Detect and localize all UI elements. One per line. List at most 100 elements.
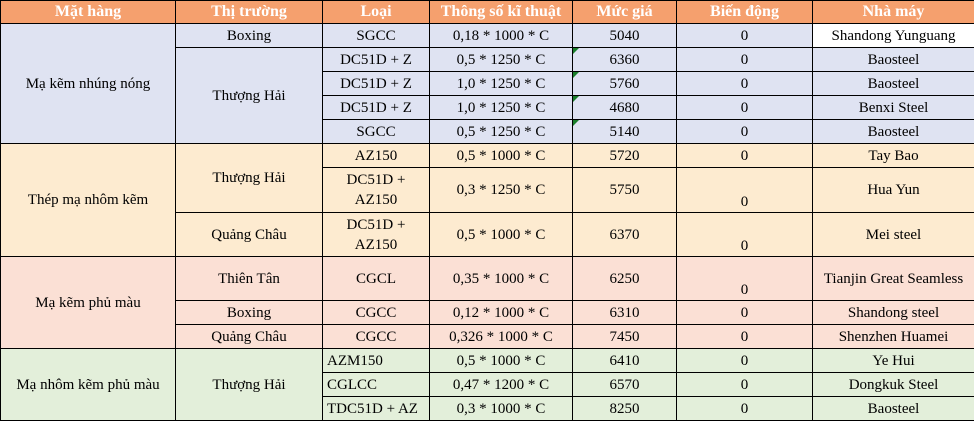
spec-cell[interactable]: 0,5 * 1250 * C: [429, 47, 573, 72]
price-cell[interactable]: 5720: [572, 143, 677, 168]
type-cell[interactable]: AZ150: [322, 143, 430, 168]
spec-cell[interactable]: 0,3 * 1250 * C: [429, 167, 573, 213]
spec-cell[interactable]: 0,326 * 1000 * C: [429, 324, 573, 349]
table-row: DC51D + Z 1,0 * 1250 * C 4680 0 Benxi St…: [1, 95, 974, 120]
market-cell[interactable]: Thượng Hải: [175, 348, 323, 421]
spec-cell[interactable]: 0,5 * 1000 * C: [429, 143, 573, 168]
mill-cell[interactable]: Mei steel: [812, 212, 974, 257]
change-cell[interactable]: 0: [676, 71, 813, 96]
table-row: Boxing CGCC 0,12 * 1000 * C 6310 0 Shand…: [1, 300, 974, 325]
change-cell[interactable]: 0: [676, 396, 813, 421]
market-cell[interactable]: Boxing: [175, 23, 323, 48]
change-cell[interactable]: 0: [676, 143, 813, 168]
market-cell[interactable]: Boxing: [175, 300, 323, 325]
price-cell[interactable]: 4680: [572, 95, 677, 120]
mill-cell[interactable]: Dongkuk Steel: [812, 372, 974, 397]
change-cell[interactable]: 0: [676, 95, 813, 120]
mill-cell[interactable]: Shandong steel: [812, 300, 974, 325]
price-cell[interactable]: 6360: [572, 47, 677, 72]
header-price[interactable]: Mức giá: [572, 0, 677, 24]
type-cell[interactable]: DC51D + AZ150: [322, 212, 430, 257]
product-cell[interactable]: Mạ kẽm nhúng nóng: [0, 23, 176, 144]
table-row: CGLCC 0,47 * 1200 * C 6570 0 Dongkuk Ste…: [1, 372, 974, 397]
type-cell[interactable]: AZM150: [322, 348, 430, 373]
spec-cell[interactable]: 0,12 * 1000 * C: [429, 300, 573, 325]
product-cell[interactable]: Thép mạ nhôm kẽm: [0, 143, 176, 257]
spec-cell[interactable]: 1,0 * 1250 * C: [429, 71, 573, 96]
mill-cell[interactable]: Tianjin Great Seamless: [812, 256, 974, 301]
mill-cell[interactable]: Baosteel: [812, 119, 974, 144]
change-cell[interactable]: 0: [676, 256, 813, 301]
change-cell[interactable]: 0: [676, 372, 813, 397]
market-cell[interactable]: Quảng Châu: [175, 324, 323, 349]
table-row: DC51D + AZ150 0,3 * 1250 * C 5750 0 Hua …: [1, 167, 974, 213]
header-spec[interactable]: Thông số kĩ thuật: [429, 0, 573, 24]
spec-cell[interactable]: 1,0 * 1250 * C: [429, 95, 573, 120]
change-cell[interactable]: 0: [676, 23, 813, 48]
spec-cell[interactable]: 0,18 * 1000 * C: [429, 23, 573, 48]
market-cell[interactable]: Thượng Hải: [175, 47, 323, 144]
type-cell[interactable]: CGCL: [322, 256, 430, 301]
spec-cell[interactable]: 0,5 * 1250 * C: [429, 119, 573, 144]
price-cell[interactable]: 8250: [572, 396, 677, 421]
type-cell[interactable]: DC51D + Z: [322, 95, 430, 120]
mill-cell[interactable]: Tay Bao: [812, 143, 974, 168]
change-cell[interactable]: 0: [676, 300, 813, 325]
type-cell[interactable]: SGCC: [322, 23, 430, 48]
change-cell[interactable]: 0: [676, 212, 813, 257]
mill-cell[interactable]: Baosteel: [812, 71, 974, 96]
header-row: Mặt hàng Thị trường Loại Thông số kĩ thu…: [0, 0, 974, 24]
price-value: 4680: [609, 99, 640, 116]
mill-cell[interactable]: Ye Hui: [812, 348, 974, 373]
type-cell[interactable]: TDC51D + AZ: [322, 396, 430, 421]
price-cell[interactable]: 7450: [572, 324, 677, 349]
header-type[interactable]: Loại: [322, 0, 430, 24]
change-cell[interactable]: 0: [676, 167, 813, 213]
change-cell[interactable]: 0: [676, 348, 813, 373]
market-cell[interactable]: Thượng Hải: [175, 143, 323, 213]
market-cell[interactable]: Thiên Tân: [175, 256, 323, 301]
mill-cell[interactable]: Baosteel: [812, 47, 974, 72]
price-cell[interactable]: 6570: [572, 372, 677, 397]
change-cell[interactable]: 0: [676, 324, 813, 349]
price-cell[interactable]: 6370: [572, 212, 677, 257]
type-cell[interactable]: DC51D + AZ150: [322, 167, 430, 213]
mill-cell[interactable]: Benxi Steel: [812, 95, 974, 120]
spec-cell[interactable]: 0,47 * 1200 * C: [429, 372, 573, 397]
header-change[interactable]: Biến động: [676, 0, 813, 24]
type-cell[interactable]: CGLCC: [322, 372, 430, 397]
price-cell[interactable]: 5140: [572, 119, 677, 144]
price-cell[interactable]: 5760: [572, 71, 677, 96]
header-market[interactable]: Thị trường: [175, 0, 323, 24]
type-cell[interactable]: CGCC: [322, 300, 430, 325]
spec-cell[interactable]: 0,5 * 1000 * C: [429, 348, 573, 373]
price-table: Mặt hàng Thị trường Loại Thông số kĩ thu…: [0, 0, 974, 421]
type-cell[interactable]: CGCC: [322, 324, 430, 349]
change-cell[interactable]: 0: [676, 119, 813, 144]
price-cell[interactable]: 6250: [572, 256, 677, 301]
header-mill[interactable]: Nhà máy: [812, 0, 974, 24]
market-cell[interactable]: Quảng Châu: [175, 212, 323, 257]
mill-cell[interactable]: Baosteel: [812, 396, 974, 421]
price-cell[interactable]: 5040: [572, 23, 677, 48]
price-cell[interactable]: 6410: [572, 348, 677, 373]
mill-cell[interactable]: Shandong Yunguang: [812, 23, 974, 48]
type-cell[interactable]: DC51D + Z: [322, 71, 430, 96]
price-cell[interactable]: 6310: [572, 300, 677, 325]
comment-marker-icon: [573, 72, 579, 78]
product-cell[interactable]: Mạ nhôm kẽm phủ màu: [0, 348, 176, 421]
mill-cell[interactable]: Hua Yun: [812, 167, 974, 213]
spec-cell[interactable]: 0,3 * 1000 * C: [429, 396, 573, 421]
comment-marker-icon: [573, 96, 579, 102]
header-product[interactable]: Mặt hàng: [0, 0, 176, 24]
spec-cell[interactable]: 0,35 * 1000 * C: [429, 256, 573, 301]
type-cell[interactable]: SGCC: [322, 119, 430, 144]
price-cell[interactable]: 5750: [572, 167, 677, 213]
mill-cell[interactable]: Shenzhen Huamei: [812, 324, 974, 349]
product-cell[interactable]: Mạ kẽm phủ màu: [0, 256, 176, 349]
change-cell[interactable]: 0: [676, 47, 813, 72]
table-row: Quảng Châu DC51D + AZ150 0,5 * 1000 * C …: [1, 212, 974, 257]
type-cell[interactable]: DC51D + Z: [322, 47, 430, 72]
table-row: DC51D + Z 1,0 * 1250 * C 5760 0 Baosteel: [1, 71, 974, 96]
spec-cell[interactable]: 0,5 * 1000 * C: [429, 212, 573, 257]
